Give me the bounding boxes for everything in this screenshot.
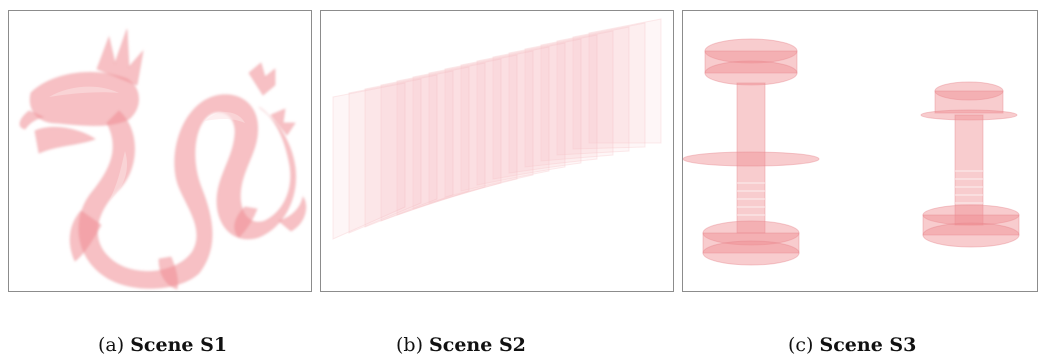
scene-s3-image [682,10,1038,292]
caption-scene-s2: (b) Scene S2 [396,334,526,356]
caption-scene-s3: (c) Scene S3 [788,334,916,356]
caption-title: Scene S3 [819,334,917,356]
caption-scene-s1: (a) Scene S1 [98,334,227,356]
caption-label: (b) [396,334,423,356]
scene-s1-image [8,10,312,292]
bolts-render [683,38,1020,266]
caption-title: Scene S2 [429,334,526,356]
caption-label: (c) [788,334,814,356]
scene-s2-image [320,10,674,292]
caption-label: (a) [98,334,125,356]
caption-title: Scene S1 [130,334,228,356]
dragon-render [19,28,307,290]
stacked-planes-render [332,18,662,240]
